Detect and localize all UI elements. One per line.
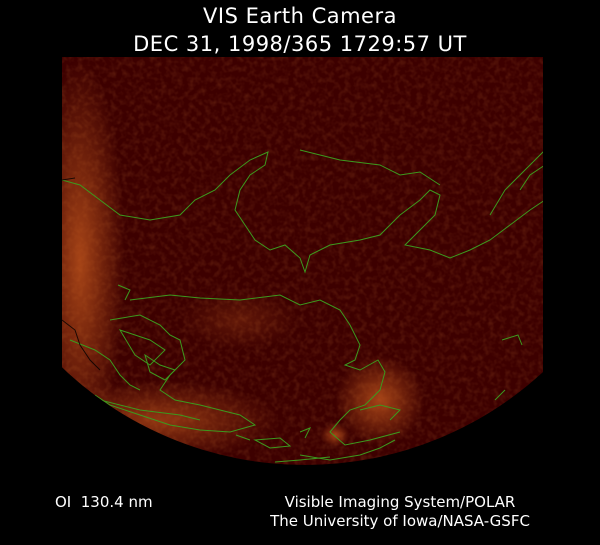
aurora-glow xyxy=(335,355,425,445)
credit-line-instrument: Visible Imaging System/POLAR xyxy=(284,493,516,511)
earth-disk xyxy=(62,57,543,465)
image-title: VIS Earth Camera xyxy=(203,4,397,28)
observation-timestamp: DEC 31, 1998/365 1729:57 UT xyxy=(133,32,467,56)
credit-block: Visible Imaging System/POLAR The Univers… xyxy=(250,493,550,531)
coastlines xyxy=(62,149,543,463)
wavelength-label: OI 130.4 nm xyxy=(55,493,153,511)
aurora-glow xyxy=(62,60,125,460)
credit-line-institution: The University of Iowa/NASA-GSFC xyxy=(270,512,530,530)
